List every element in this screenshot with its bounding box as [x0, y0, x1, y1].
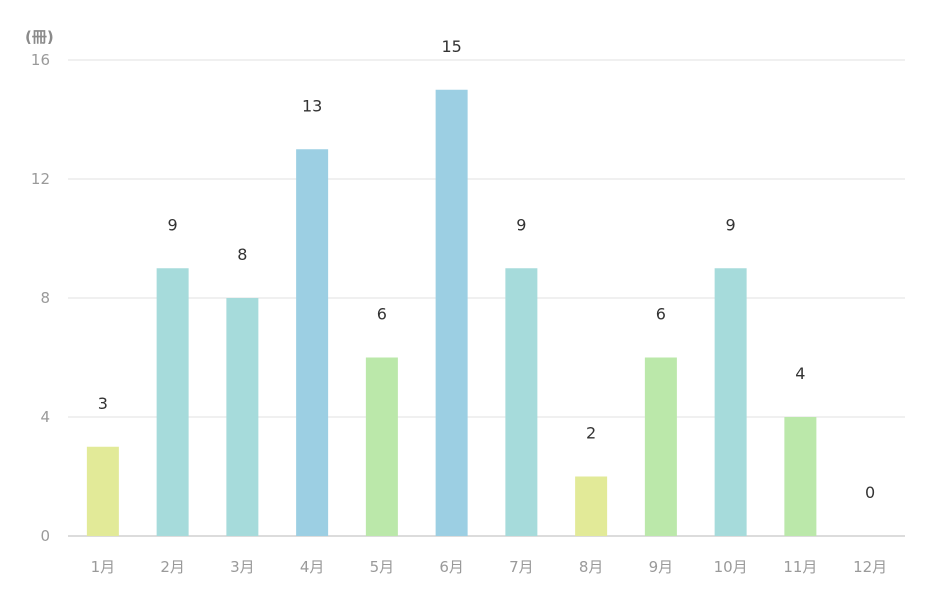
bar-5 — [365, 357, 398, 536]
x-tick-label: 7月 — [509, 558, 534, 576]
x-tick-label: 2月 — [160, 558, 185, 576]
y-tick-label: 12 — [31, 170, 50, 188]
bar-8 — [575, 476, 608, 536]
value-label: 2 — [586, 424, 596, 443]
value-label: 4 — [795, 364, 805, 383]
grid-lines — [68, 59, 905, 537]
value-label: 9 — [726, 215, 736, 234]
value-label: 6 — [656, 305, 666, 324]
x-tick-label: 6月 — [439, 558, 464, 576]
bar-7 — [505, 268, 538, 536]
value-label: 15 — [441, 37, 461, 56]
bar-6 — [435, 89, 468, 536]
y-tick-label: 8 — [40, 289, 50, 307]
y-axis-unit-label: (冊) — [25, 28, 54, 46]
x-tick-label: 3月 — [230, 558, 255, 576]
value-label: 0 — [865, 483, 875, 502]
value-label: 8 — [237, 245, 247, 264]
x-axis-ticks: 1月 2月 3月 4月 5月 6月 7月 8月 9月 10月 11月 12月 — [91, 558, 888, 576]
x-tick-label: 9月 — [649, 558, 674, 576]
value-labels: 3 9 8 13 6 15 9 2 6 9 4 0 — [98, 37, 875, 502]
value-label: 9 — [168, 215, 178, 234]
bars — [86, 89, 817, 536]
bar-3 — [226, 298, 259, 536]
value-label: 13 — [302, 96, 322, 115]
y-tick-label: 0 — [40, 527, 50, 545]
y-axis-ticks: 0 4 8 12 16 — [31, 51, 50, 545]
value-label: 9 — [516, 215, 526, 234]
x-tick-label: 11月 — [783, 558, 817, 576]
value-label: 3 — [98, 394, 108, 413]
bar-11 — [784, 417, 817, 536]
bar-4 — [296, 149, 329, 536]
x-tick-label: 12月 — [853, 558, 887, 576]
x-tick-label: 10月 — [714, 558, 748, 576]
x-tick-label: 5月 — [370, 558, 395, 576]
y-tick-label: 4 — [40, 408, 50, 426]
bar-10 — [714, 268, 747, 536]
y-tick-label: 16 — [31, 51, 50, 69]
x-tick-label: 1月 — [91, 558, 116, 576]
value-label: 6 — [377, 305, 387, 324]
bar-1 — [86, 446, 119, 536]
x-tick-label: 8月 — [579, 558, 604, 576]
bar-9 — [644, 357, 677, 536]
bar-2 — [156, 268, 189, 536]
x-tick-label: 4月 — [300, 558, 325, 576]
